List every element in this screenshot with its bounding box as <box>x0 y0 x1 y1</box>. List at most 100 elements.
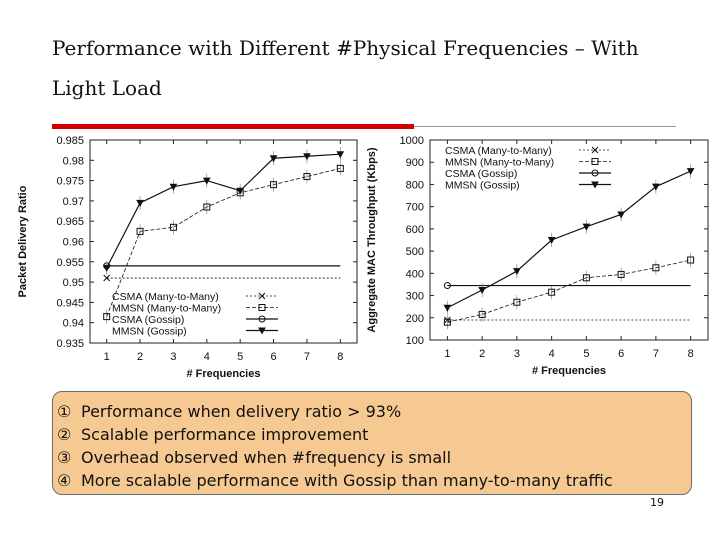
series-line <box>106 153 341 269</box>
y-tick-label: 0.935 <box>56 338 84 350</box>
y-tick-label: 800 <box>406 179 424 191</box>
x-tick-label: 5 <box>237 351 243 363</box>
x-tick-label: 8 <box>688 348 694 360</box>
series-csma-many-to-many <box>103 274 341 282</box>
y-tick-label: 0.94 <box>63 318 84 330</box>
x-tick-label: 7 <box>653 348 659 360</box>
x-tick-label: 7 <box>304 351 310 363</box>
data-point <box>443 282 451 290</box>
note-text: More scalable performance with Gossip th… <box>81 471 613 490</box>
legend-marker <box>591 158 599 165</box>
data-point <box>443 304 452 312</box>
x-tick-label: 8 <box>337 351 343 363</box>
note-item-4: ④ More scalable performance with Gossip t… <box>57 469 691 492</box>
data-point <box>303 153 311 161</box>
legend-label: CSMA (Gossip) <box>445 168 517 180</box>
slide-title: Performance with Different #Physical Fre… <box>52 28 672 108</box>
data-point <box>270 181 278 189</box>
legend-marker <box>258 292 266 300</box>
y-tick-label: 0.98 <box>63 155 84 167</box>
data-point <box>547 237 556 245</box>
data-point <box>103 313 111 321</box>
legend-label: MMSN (Many-to-Many) <box>445 157 554 169</box>
y-tick-label: 600 <box>406 224 424 236</box>
legend-label: MMSN (Gossip) <box>112 326 187 338</box>
data-point <box>617 270 625 278</box>
data-point <box>336 151 345 159</box>
data-point <box>443 318 451 326</box>
note-text: Performance when delivery ratio > 93% <box>81 402 402 421</box>
y-tick-label: 200 <box>406 313 424 325</box>
data-point <box>686 168 695 176</box>
note-item-1: ① Performance when delivery ratio > 93% <box>57 400 691 423</box>
x-axis-label: # Frequencies <box>187 368 261 380</box>
data-point <box>203 203 211 211</box>
y-tick-label: 0.985 <box>56 135 84 147</box>
data-point <box>236 187 245 195</box>
x-tick-label: 6 <box>271 351 277 363</box>
plot-frame <box>429 139 709 341</box>
data-point <box>513 298 521 306</box>
series-line <box>447 170 691 309</box>
data-point <box>478 287 486 295</box>
data-point <box>303 173 311 181</box>
data-point <box>687 256 695 264</box>
delivery-ratio-chart: 0.935 0.94 0.945 0.95 0.955 0.96 0.965 0.97 0.97… <box>17 135 358 380</box>
x-axis-label: # Frequencies <box>532 365 606 377</box>
y-tick-label: 400 <box>406 268 424 280</box>
note-number: ③ <box>57 448 72 467</box>
data-point <box>136 199 144 207</box>
legend-label: CSMA (Many-to-Many) <box>445 145 552 157</box>
throughput-chart: 100 200 300 400 500 600 700 800 900 1000 1 2 3 4 5 6 7 8 #… <box>366 135 709 377</box>
series-line <box>106 168 341 317</box>
data-point <box>652 183 660 191</box>
data-point <box>513 268 521 276</box>
title-divider-line <box>414 126 676 127</box>
data-point <box>103 274 111 282</box>
y-tick-label: 0.97 <box>63 196 84 208</box>
slide-title-line-1: Performance with Different #Physical Fre… <box>52 36 639 60</box>
notes-box: ① Performance when delivery ratio > 93% ②… <box>52 391 692 495</box>
legend-label: CSMA (Gossip) <box>112 314 184 326</box>
note-text: Scalable performance improvement <box>81 425 369 444</box>
legend: CSMA (Many-to-Many)MMSN (Many-to-Many)CS… <box>112 291 278 338</box>
x-tick-label: 3 <box>170 351 176 363</box>
x-tick-label: 4 <box>204 351 210 363</box>
x-tick-label: 2 <box>479 348 485 360</box>
slide-title-line-2: Light Load <box>52 76 162 100</box>
data-point <box>202 177 211 185</box>
note-item-3: ③ Overhead observed when #frequency is sm… <box>57 446 691 469</box>
y-tick-label: 700 <box>406 202 424 214</box>
y-tick-label: 0.975 <box>56 176 84 188</box>
note-text: Overhead observed when #frequency is sma… <box>81 448 452 467</box>
y-tick-label: 300 <box>406 291 424 303</box>
series-mmsn-gossip <box>443 164 695 315</box>
title-accent-bar <box>52 124 414 129</box>
data-point <box>102 264 111 272</box>
series-line <box>447 259 691 323</box>
data-point <box>617 211 625 219</box>
data-point <box>652 264 660 272</box>
note-item-2: ② Scalable performance improvement <box>57 423 691 446</box>
legend-label: MMSN (Gossip) <box>445 180 520 192</box>
y-tick-label: 500 <box>406 246 424 258</box>
legend-label: CSMA (Many-to-Many) <box>112 291 219 303</box>
y-tick-label: 0.965 <box>56 216 84 228</box>
y-tick-label: 0.95 <box>63 277 84 289</box>
data-point <box>169 183 178 191</box>
data-point <box>582 274 590 282</box>
data-point <box>548 288 556 296</box>
x-tick-label: 1 <box>444 348 450 360</box>
y-axis-label: Packet Delivery Ratio <box>17 185 29 297</box>
data-point <box>478 310 486 318</box>
legend-marker <box>591 146 599 154</box>
x-tick-label: 1 <box>104 351 110 363</box>
data-point <box>169 223 177 231</box>
series-csma-gossip <box>443 282 691 290</box>
data-point <box>269 155 278 163</box>
legend-marker <box>258 327 266 335</box>
note-number: ① <box>57 402 72 421</box>
y-tick-label: 0.96 <box>63 237 84 249</box>
x-tick-label: 4 <box>549 348 555 360</box>
legend-marker <box>258 304 266 311</box>
